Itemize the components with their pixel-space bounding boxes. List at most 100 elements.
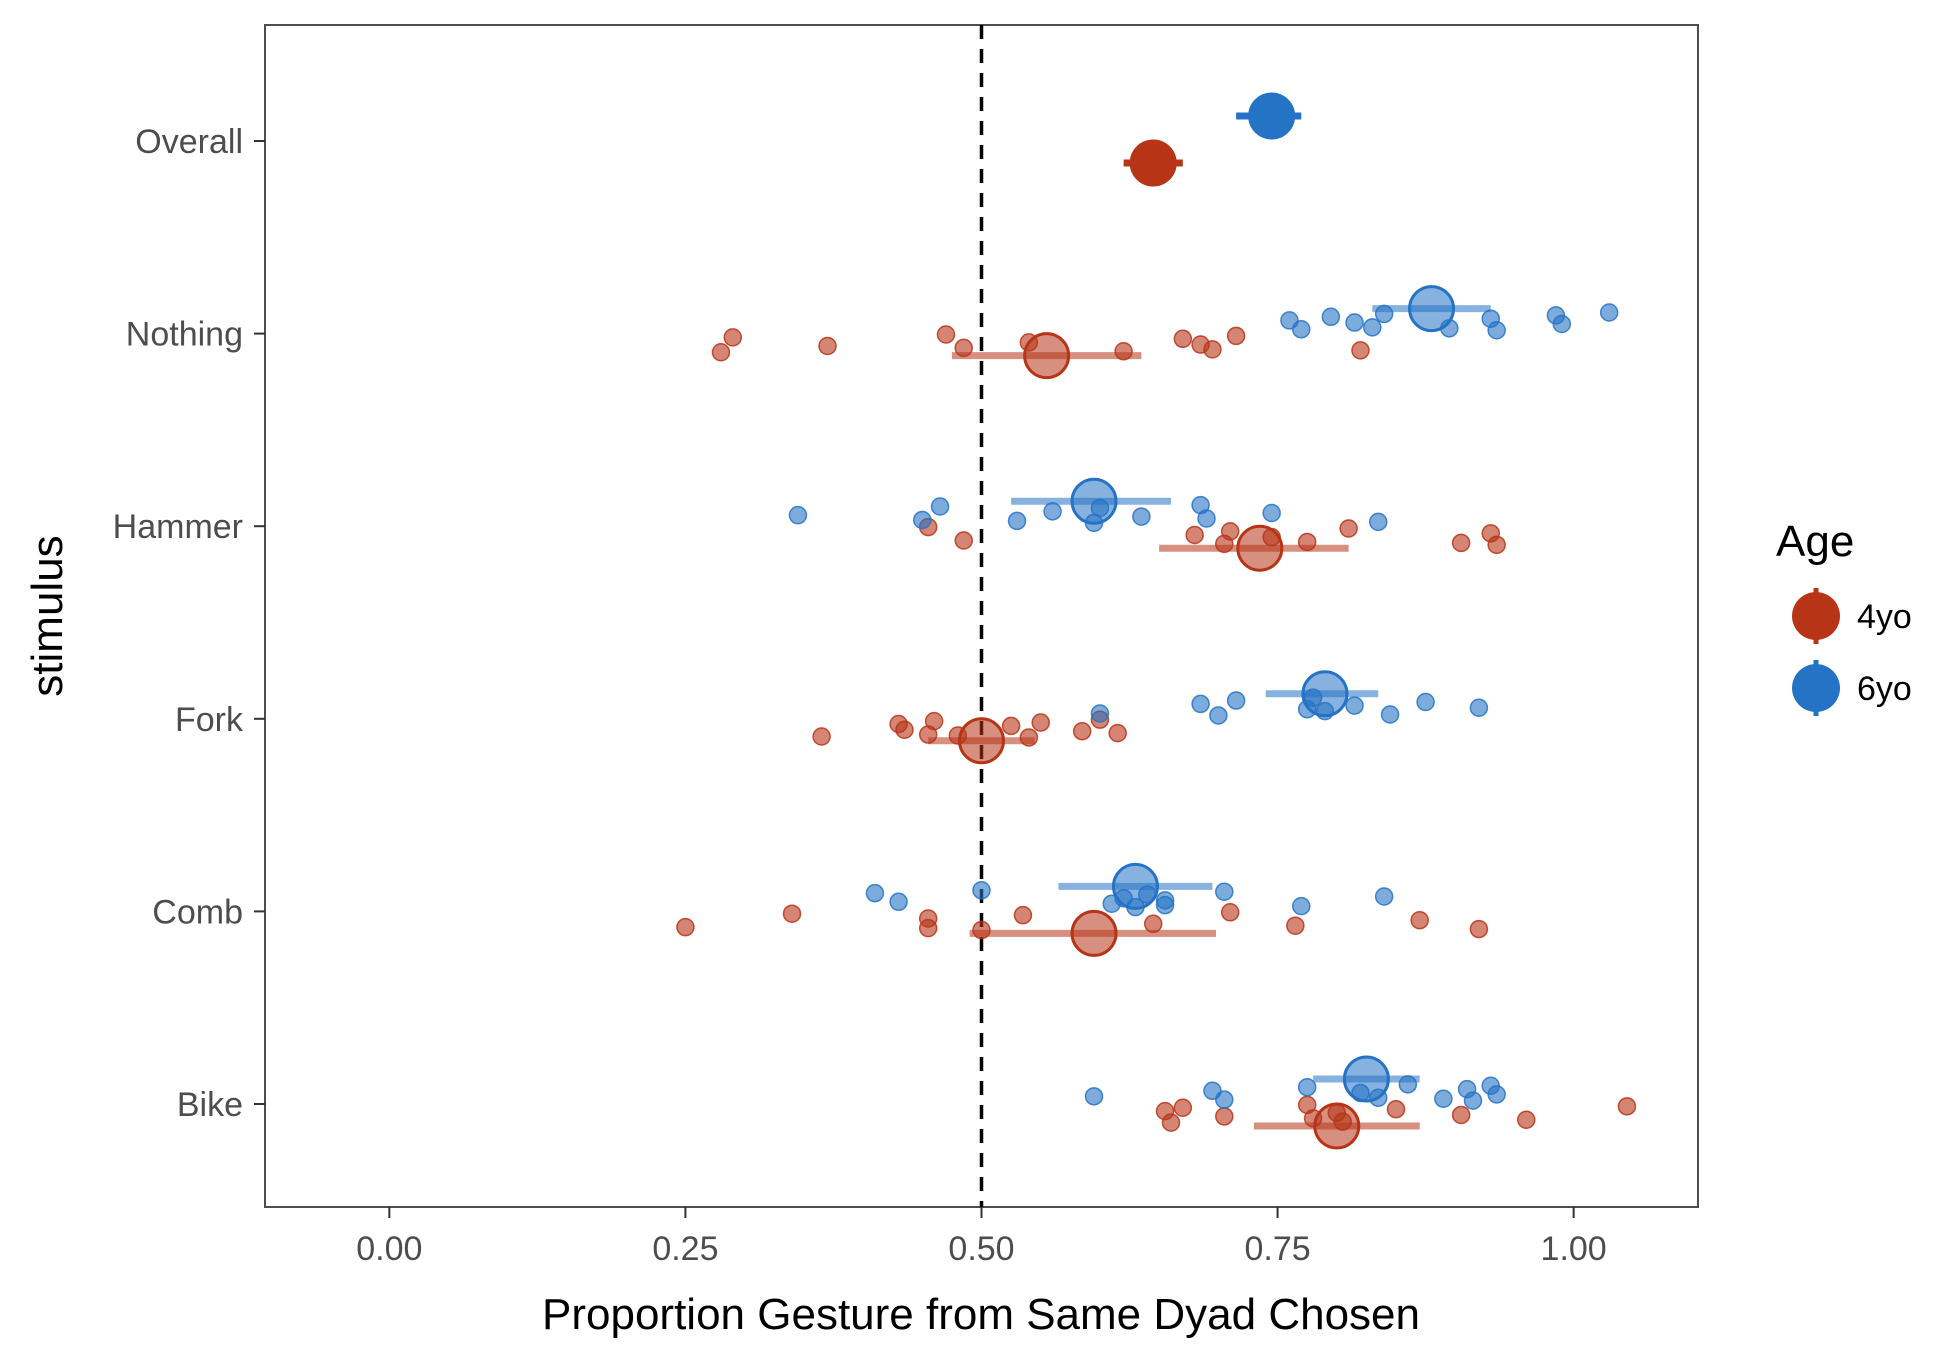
- y-tick-label-hammer: Hammer: [113, 508, 243, 546]
- data-point-4yo-bike-3: [1215, 1107, 1234, 1126]
- data-point-4yo-fork-4: [924, 711, 944, 731]
- data-point-4yo-bike-9: [1451, 1105, 1471, 1125]
- legend-keys: [1792, 588, 1840, 716]
- mean-4yo-comb: [1070, 909, 1118, 957]
- mean-6yo-comb: [1111, 862, 1159, 910]
- data-point-6yo-fork-8: [1380, 705, 1400, 724]
- data-point-4yo-bike-11: [1617, 1097, 1637, 1116]
- mean-6yo-bike: [1342, 1055, 1390, 1103]
- y-tick-label-fork: Fork: [175, 701, 244, 739]
- data-point-6yo-nothing-10: [1552, 314, 1572, 334]
- data-point-4yo-nothing-2: [818, 336, 837, 356]
- data-point-6yo-hammer-9: [1197, 509, 1216, 528]
- y-axis-title: stimulus: [23, 535, 72, 696]
- mean-4yo-bike: [1313, 1102, 1361, 1150]
- data-point-6yo-nothing-8: [1487, 320, 1506, 340]
- data-point-6yo-hammer-2: [930, 497, 950, 516]
- data-point-4yo-comb-1: [782, 904, 802, 923]
- data-point-6yo-fork-7: [1345, 696, 1364, 715]
- plot-layer: [676, 25, 1637, 1207]
- y-tick-label-nothing: Nothing: [126, 316, 243, 354]
- data-point-6yo-hammer-10: [1262, 503, 1281, 523]
- legend-label-6yo: 6yo: [1857, 670, 1912, 708]
- data-point-4yo-hammer-7: [1339, 519, 1358, 538]
- legend-title: Age: [1776, 517, 1854, 566]
- data-point-6yo-comb-9: [1215, 882, 1234, 901]
- data-point-6yo-hammer-0: [788, 505, 808, 525]
- data-point-6yo-bike-3: [1297, 1077, 1317, 1097]
- data-point-4yo-nothing-11: [1351, 341, 1370, 360]
- axis-layer: 0.00 0.25 0.50 0.75 1.00 Overall Nothing Hammer…: [113, 123, 1607, 1268]
- data-point-6yo-hammer-3: [1007, 511, 1027, 531]
- data-point-4yo-comb-7: [1220, 903, 1240, 922]
- legend-label-4yo: 4yo: [1857, 598, 1912, 636]
- data-point-6yo-bike-7: [1434, 1089, 1453, 1108]
- data-point-6yo-hammer-7: [1132, 507, 1151, 526]
- data-point-4yo-comb-10: [1469, 919, 1489, 939]
- data-point-4yo-bike-10: [1517, 1110, 1536, 1130]
- x-tick-label-1: 0.25: [652, 1230, 718, 1268]
- data-point-6yo-fork-9: [1416, 692, 1435, 712]
- mean-6yo-nothing: [1408, 285, 1456, 333]
- data-point-6yo-comb-1: [889, 892, 908, 912]
- mean-4yo-nothing: [1023, 332, 1071, 380]
- data-point-4yo-bike-8: [1386, 1099, 1406, 1119]
- data-point-6yo-comb-10: [1292, 896, 1311, 916]
- mean-6yo-hammer: [1070, 477, 1118, 525]
- data-point-6yo-nothing-2: [1321, 307, 1341, 327]
- data-point-4yo-hammer-2: [1185, 525, 1204, 545]
- x-tick-label-3: 0.75: [1244, 1230, 1310, 1268]
- data-point-4yo-hammer-1: [954, 531, 973, 550]
- data-point-6yo-bike-2: [1215, 1090, 1234, 1109]
- data-point-4yo-hammer-10: [1487, 535, 1506, 555]
- mean-4yo-hammer: [1236, 524, 1284, 572]
- mean-4yo-fork: [958, 717, 1005, 765]
- x-tick-label-2: 0.50: [948, 1230, 1014, 1268]
- data-point-4yo-bike-1: [1161, 1113, 1181, 1132]
- legend-key-dot-6yo: [1792, 664, 1840, 712]
- data-point-6yo-comb-11: [1374, 887, 1394, 906]
- data-point-6yo-fork-1: [1191, 694, 1210, 714]
- data-point-4yo-nothing-7: [1173, 329, 1193, 349]
- data-point-6yo-fork-3: [1226, 691, 1246, 710]
- data-point-4yo-fork-6: [1001, 716, 1021, 736]
- x-axis-title: Proportion Gesture from Same Dyad Chosen: [542, 1290, 1420, 1339]
- data-point-4yo-fork-9: [1072, 721, 1092, 741]
- data-point-4yo-hammer-8: [1451, 533, 1471, 553]
- data-point-6yo-fork-0: [1090, 704, 1110, 723]
- data-point-6yo-comb-2: [972, 881, 991, 900]
- data-point-4yo-fork-11: [1108, 723, 1127, 743]
- data-point-4yo-comb-6: [1143, 914, 1163, 934]
- data-point-4yo-comb-9: [1410, 910, 1429, 930]
- data-point-4yo-comb-5: [1013, 905, 1033, 925]
- data-point-4yo-nothing-10: [1226, 326, 1246, 346]
- y-tick-label-overall: Overall: [135, 123, 243, 161]
- data-point-4yo-fork-8: [1031, 713, 1050, 732]
- data-point-4yo-bike-2: [1173, 1098, 1193, 1118]
- data-point-6yo-comb-8: [1155, 895, 1175, 915]
- mean-4yo-overall: [1129, 139, 1177, 187]
- data-point-4yo-comb-0: [676, 917, 695, 937]
- data-point-4yo-comb-8: [1286, 916, 1305, 935]
- data-point-4yo-hammer-4: [1220, 522, 1240, 541]
- legend: Age 4yo 6yo: [1776, 517, 1912, 716]
- data-point-6yo-hammer-11: [1368, 512, 1388, 532]
- data-point-6yo-nothing-11: [1599, 303, 1619, 322]
- data-point-4yo-fork-2: [895, 720, 914, 740]
- data-point-4yo-nothing-1: [723, 328, 743, 347]
- y-tick-label-bike: Bike: [177, 1086, 243, 1124]
- mean-6yo-fork: [1301, 670, 1349, 718]
- data-point-6yo-hammer-1: [913, 510, 932, 530]
- data-point-4yo-nothing-3: [936, 325, 956, 344]
- mean-6yo-overall: [1248, 92, 1296, 140]
- data-point-4yo-nothing-0: [711, 342, 731, 362]
- data-point-6yo-fork-10: [1469, 698, 1489, 718]
- data-point-6yo-bike-0: [1084, 1087, 1104, 1106]
- data-point-4yo-fork-0: [812, 727, 831, 746]
- y-tick-label-comb: Comb: [152, 893, 243, 931]
- data-point-4yo-nothing-9: [1203, 340, 1222, 359]
- data-point-4yo-comb-3: [918, 909, 938, 928]
- data-point-6yo-nothing-1: [1292, 320, 1311, 339]
- x-tick-label-4: 1.00: [1541, 1230, 1607, 1268]
